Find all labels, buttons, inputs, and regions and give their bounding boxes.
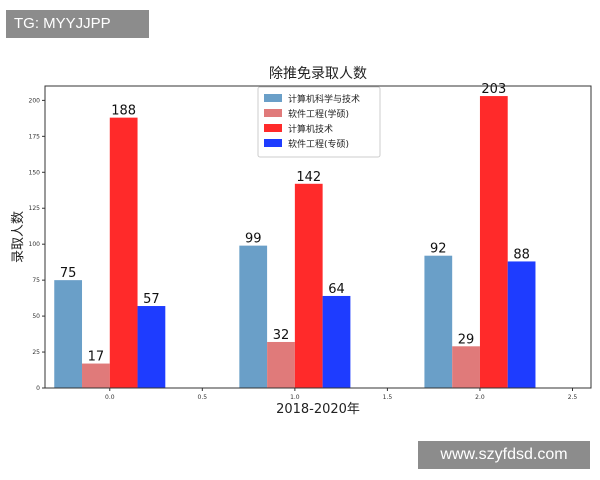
bar-0-0 (54, 280, 83, 388)
legend-box (257, 86, 381, 158)
x-tick-label-0: 0.0 (105, 394, 115, 401)
watermark-top: TG: MYYJJPP (6, 10, 149, 38)
legend-label-2: 计算机技术 (288, 123, 333, 135)
x-tick-label-3: 1.5 (383, 394, 393, 401)
bar-1-2 (452, 346, 480, 388)
legend-swatch-3 (264, 139, 282, 147)
ticks-layer: 0.0 0.5 1.0 1.5 2.0 2.5 0 25 50 75 100 125 150 175 200 (29, 97, 578, 401)
legend-swatch-1 (264, 109, 282, 117)
value-label-0-0: 75 (60, 266, 77, 281)
legend-label-1: 软件工程(学硕) (288, 108, 349, 120)
value-label-1-1: 32 (273, 328, 290, 343)
value-label-0-1: 99 (245, 232, 262, 247)
y-tick-label-6: 150 (29, 169, 41, 176)
bar-1-0 (82, 363, 110, 388)
y-tick-label-2: 50 (32, 313, 40, 320)
bar-2-0 (109, 117, 138, 388)
y-axis-label: 录取人数 (11, 211, 26, 263)
bars-layer (54, 96, 536, 389)
x-tick-label-5: 2.5 (568, 394, 578, 401)
x-tick-label-1: 0.5 (198, 394, 208, 401)
value-labels-layer: 75 99 92 17 32 29 188 142 203 57 64 88 (60, 82, 530, 364)
chart-title: 除推免录取人数 (269, 66, 367, 82)
value-label-0-2: 92 (430, 242, 447, 257)
bar-2-1 (294, 183, 323, 388)
y-tick-label-8: 200 (29, 97, 41, 104)
bar-3-1 (322, 295, 351, 388)
bar-2-2 (479, 96, 508, 389)
y-tick-label-7: 175 (29, 133, 41, 140)
bar-3-2 (507, 261, 536, 388)
value-label-2-1: 142 (296, 170, 321, 185)
y-tick-label-4: 100 (29, 241, 41, 248)
value-label-1-2: 29 (458, 332, 475, 347)
y-tick-label-3: 75 (32, 277, 40, 284)
watermark-bottom: www.szyfdsd.com (418, 441, 590, 469)
value-label-1-0: 17 (88, 350, 105, 365)
value-label-3-2: 88 (513, 247, 530, 262)
bar-0-2 (424, 255, 453, 388)
plot-frame (44, 85, 592, 389)
legend-label-3: 软件工程(专硕) (288, 138, 349, 150)
x-axis-label: 2018-2020年 (276, 402, 360, 417)
bar-3-0 (137, 306, 166, 388)
x-tick-label-2: 1.0 (290, 394, 300, 401)
y-tick-label-5: 125 (29, 205, 41, 212)
legend-swatch-0 (264, 94, 282, 102)
y-tick-label-0: 0 (36, 385, 40, 392)
value-label-3-0: 57 (143, 292, 160, 307)
y-tick-label-1: 25 (32, 349, 40, 356)
value-label-3-1: 64 (328, 282, 345, 297)
value-label-2-0: 188 (111, 104, 136, 119)
x-tick-label-4: 2.0 (475, 394, 485, 401)
legend-swatch-2 (264, 124, 282, 132)
bar-1-1 (267, 341, 295, 388)
legend-label-0: 计算机科学与技术 (288, 93, 360, 105)
bar-0-1 (239, 245, 268, 388)
value-label-2-2: 203 (481, 82, 506, 97)
